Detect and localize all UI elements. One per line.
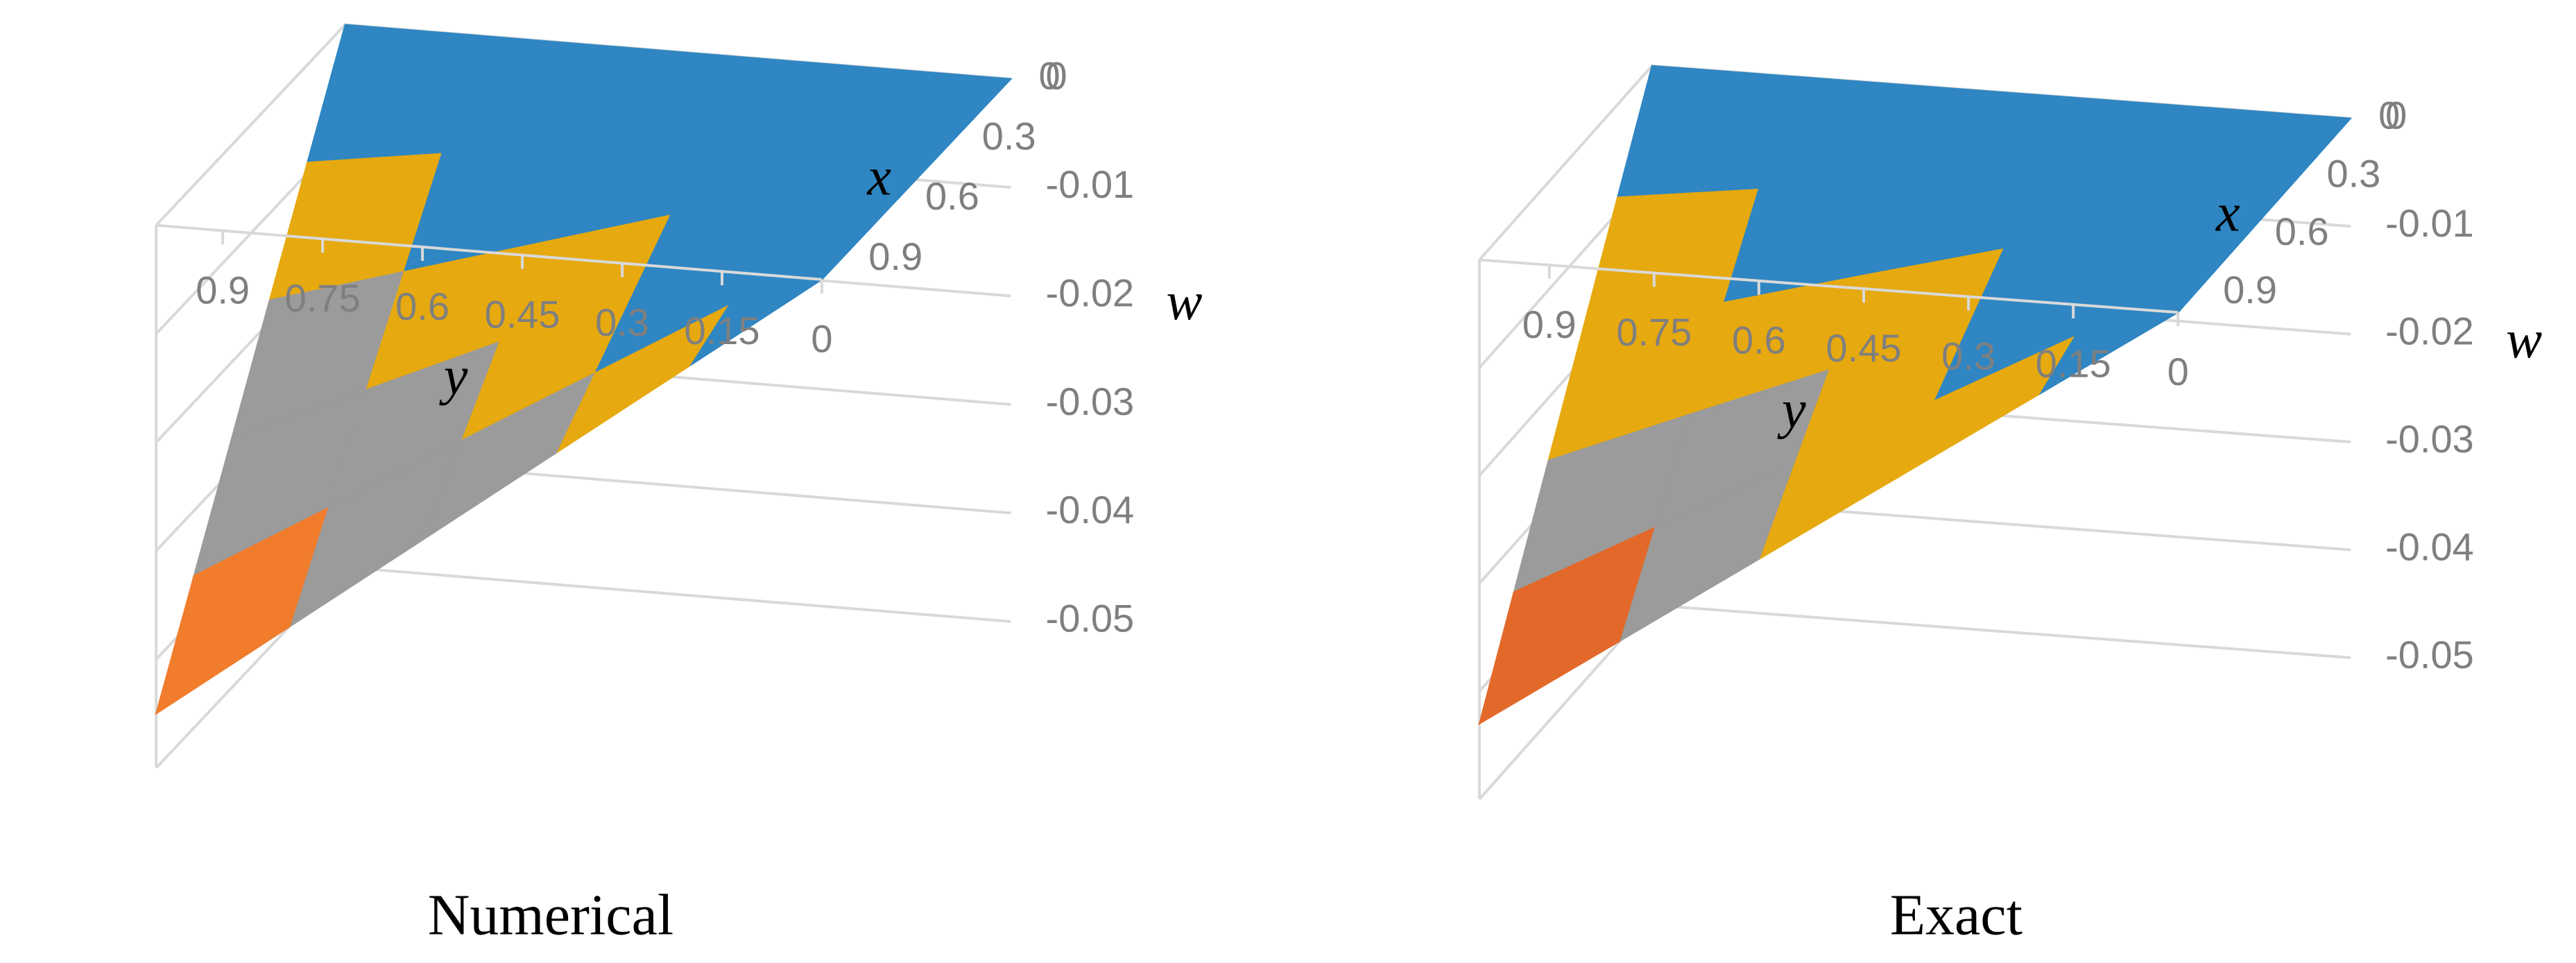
y-tick-label: 0.3 [595, 300, 649, 344]
y-tick-label: 0.6 [395, 284, 449, 328]
x-tick-label: 0 [1039, 54, 1061, 98]
y-tick-label: 0.6 [1732, 318, 1786, 362]
y-axis-title: y [1777, 379, 1806, 439]
x-axis-title: x [866, 146, 891, 207]
y-tick-label: 0.9 [1522, 302, 1577, 346]
chart-title: Numerical [428, 883, 674, 947]
surface-patch [155, 507, 329, 715]
y-axis [1479, 258, 2179, 314]
x-tick-label: 0.3 [2326, 151, 2380, 195]
x-axis-title: x [2215, 182, 2240, 242]
x-tick-label: 0.3 [982, 114, 1036, 157]
chart-title: Exact [1890, 883, 2023, 947]
z-tick-label: -0.01 [2385, 201, 2474, 245]
y-tick-label: 0 [2167, 350, 2189, 393]
z-tick-label: -0.05 [1046, 597, 1135, 640]
x-tick-label: 0.9 [2223, 268, 2277, 312]
y-tick-label: 0 [811, 317, 832, 361]
y-tick-label: 0.45 [485, 293, 560, 336]
z-tick-label: -0.04 [1046, 488, 1135, 531]
z-tick-label: -0.01 [1046, 162, 1135, 206]
x-tick-label: 0.6 [2275, 210, 2329, 253]
z-tick-label: 0 [1046, 54, 1067, 98]
y-tick-label: 0.75 [285, 276, 361, 320]
y-tick-label: 0.15 [685, 309, 760, 352]
z-tick-label: 0 [2385, 93, 2407, 137]
z-axis-title: w [2506, 309, 2542, 369]
surface-patch [1478, 527, 1655, 726]
x-tick-label: 0.9 [868, 235, 922, 278]
y-tick-label: 0.45 [1826, 326, 1901, 370]
z-tick-label: -0.03 [1046, 380, 1135, 423]
y-tick-label: 0.3 [1941, 334, 1995, 377]
y-tick-label: 0.15 [2036, 342, 2111, 386]
y-axis-title: y [439, 346, 468, 406]
x-tick-label: 0 [2378, 93, 2400, 137]
y-axis [155, 223, 823, 281]
z-tick-label: -0.02 [1046, 271, 1135, 314]
y-tick-label: 0.75 [1616, 310, 1692, 354]
z-tick-label: -0.03 [2385, 417, 2474, 461]
z-tick-label: -0.05 [2385, 633, 2474, 676]
z-axis-title: w [1167, 271, 1203, 331]
x-tick-label: 0.6 [925, 174, 979, 218]
z-tick-label: -0.02 [2385, 309, 2474, 352]
y-tick-label: 0.9 [196, 268, 250, 312]
z-tick-label: -0.04 [2385, 525, 2474, 568]
